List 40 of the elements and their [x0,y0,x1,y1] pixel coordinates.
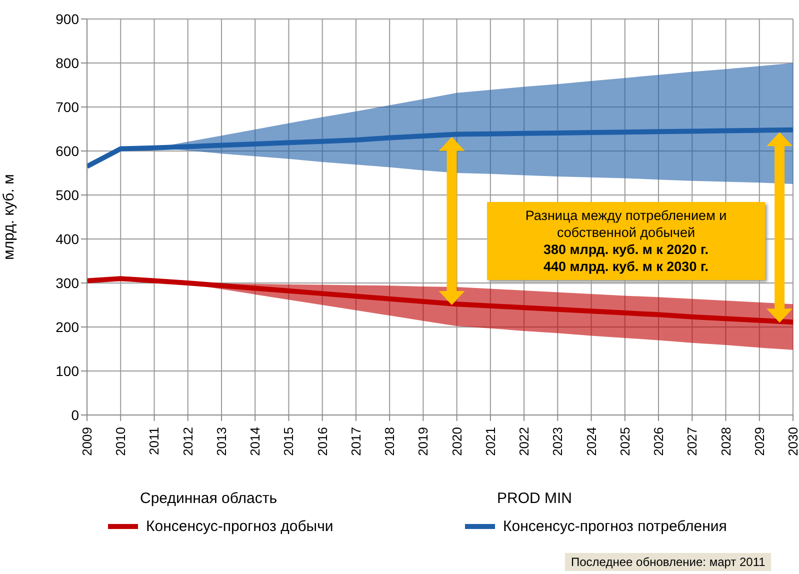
callout-box: Разница между потреблением и собственной добычей 380 млрд. куб. м к 2020 г. 440 млрд. куб. м к 2030 г. [487,202,765,280]
text: Последнее обновление: март 2011 [565,553,772,571]
x-tick-label: 2010 [113,427,128,456]
x-tick-label: 2025 [617,427,632,456]
x-tick-label: 2024 [584,427,599,456]
y-tick-label: 800 [56,54,80,71]
x-tick-label: 2015 [281,427,296,456]
x-tick-label: 2019 [416,427,431,456]
y-tick-label: 600 [56,142,80,159]
y-tick-label: 300 [56,274,80,291]
x-tick-label: 2029 [752,427,767,456]
y-tick-label: 700 [56,98,80,115]
text: PROD MIN [497,490,572,507]
x-tick-label: 2023 [550,427,566,456]
y-tick-label: 200 [56,318,80,335]
x-tick-label: 2020 [449,427,464,456]
y-axis-title: млрд. куб. м [0,174,18,260]
y-tick-label: 900 [56,10,80,27]
x-tick-label: 2022 [516,427,532,456]
x-tick-label: 2017 [348,427,364,456]
y-tick-label: 0 [71,406,80,423]
x-tick-label: 2021 [482,427,498,456]
legend-label: Консенсус-прогноз добычи [145,518,334,535]
annotation: Разница между потреблением и собственной добычей 380 млрд. куб. м к 2020 г. 440 млрд. куб. м к 2030 г. [524,207,728,275]
x-tick-label: 2011 [146,427,162,455]
x-tick-label: 2013 [214,427,229,456]
x-tick-label: 2012 [180,427,196,456]
x-tick-label: 2018 [382,427,398,456]
x-tick-label: 2026 [651,427,666,456]
y-tick-label: 400 [56,230,80,247]
y-tick-label: 500 [56,186,80,203]
x-tick-label: 2028 [718,427,734,456]
text: Срединная область [140,490,278,507]
x-tick-label: 2014 [248,427,263,456]
legend-label: Консенсус-прогноз потребления [502,518,727,535]
x-tick-label: 2027 [684,427,700,456]
x-tick-label: 2030 [786,427,799,456]
x-tick-label: 2016 [314,427,330,456]
x-tick-label: 2009 [80,427,94,456]
y-tick-label: 100 [56,362,80,379]
